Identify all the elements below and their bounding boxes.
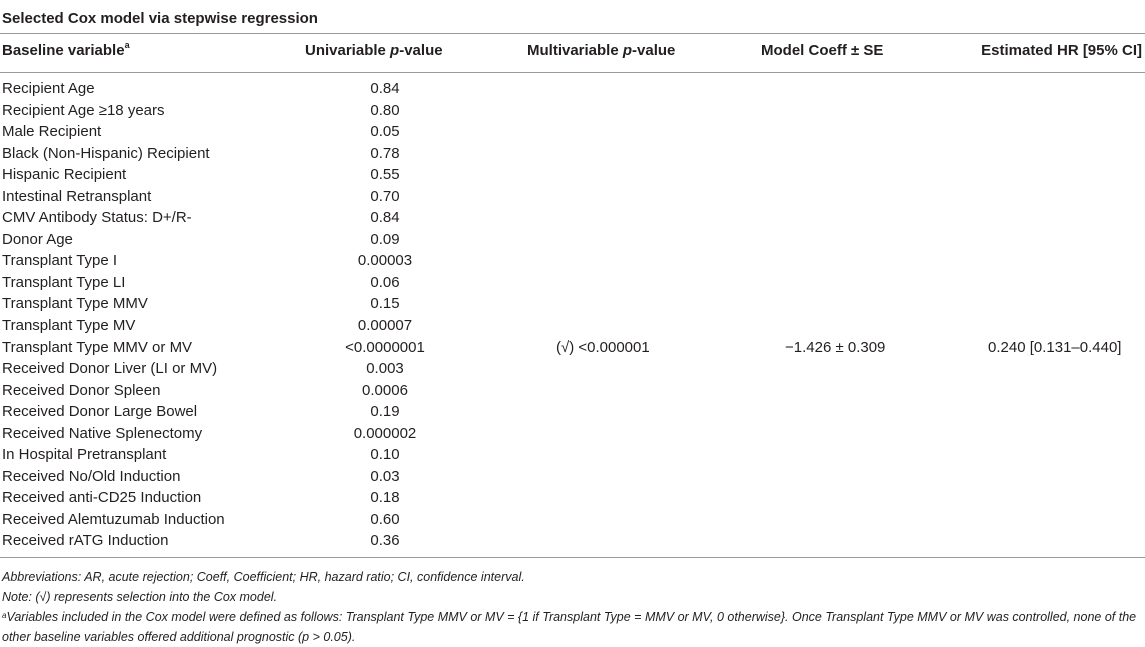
row-variable: Transplant Type MMV or MV xyxy=(2,338,193,356)
table-row: Black (Non-Hispanic) Recipient 0.78 xyxy=(0,143,1145,165)
row-variable: Received Native Splenectomy xyxy=(2,424,203,442)
table-row: Received anti-CD25 Induction 0.18 xyxy=(0,487,1145,509)
header-rule xyxy=(0,72,1145,73)
row-univariable-p: 0.15 xyxy=(370,295,400,313)
row-variable: Donor Age xyxy=(2,230,73,248)
row-univariable-p: 0.84 xyxy=(370,209,400,227)
top-rule xyxy=(0,33,1145,34)
table-row: Transplant Type LI 0.06 xyxy=(0,272,1145,294)
row-univariable-p: 0.55 xyxy=(370,166,400,184)
row-variable: Received rATG Induction xyxy=(2,532,169,550)
table-row: Intestinal Retransplant 0.70 xyxy=(0,186,1145,208)
table-row: Male Recipient 0.05 xyxy=(0,121,1145,143)
row-univariable-p: 0.80 xyxy=(370,101,400,119)
row-variable: In Hospital Pretransplant xyxy=(2,446,167,464)
row-univariable-p: 0.78 xyxy=(370,144,400,162)
row-univariable-p: 0.06 xyxy=(370,273,400,291)
row-variable: Received Donor Liver (LI or MV) xyxy=(2,360,218,378)
header-model-coeff: Model Coeff ± SE xyxy=(761,42,884,59)
row-univariable-p: 0.00003 xyxy=(357,252,413,270)
row-model-coeff: −1.426 ± 0.309 xyxy=(785,338,886,356)
table-row: Transplant Type MV 0.00007 xyxy=(0,315,1145,337)
table-row: Received Donor Large Bowel 0.19 xyxy=(0,401,1145,423)
row-univariable-p: 0.19 xyxy=(370,403,400,421)
row-univariable-p: 0.0006 xyxy=(362,381,408,399)
table-title: Selected Cox model via stepwise regressi… xyxy=(2,10,318,27)
row-variable: Transplant Type LI xyxy=(2,273,126,291)
row-variable: Transplant Type MV xyxy=(2,317,136,335)
row-estimated-hr: 0.240 [0.131–0.440] xyxy=(988,338,1122,356)
row-univariable-p: 0.000002 xyxy=(353,424,417,442)
table-row: Received Alemtuzumab Induction 0.60 xyxy=(0,509,1145,531)
table-row: In Hospital Pretransplant 0.10 xyxy=(0,444,1145,466)
row-univariable-p: <0.0000001 xyxy=(345,338,425,356)
table-row: Received rATG Induction 0.36 xyxy=(0,530,1145,552)
row-univariable-p: 0.003 xyxy=(366,360,404,378)
table-row: Received Native Splenectomy 0.000002 xyxy=(0,423,1145,445)
abbreviations-note: Abbreviations: AR, acute rejection; Coef… xyxy=(2,570,525,584)
row-univariable-p: 0.00007 xyxy=(357,317,413,335)
row-variable: Received Donor Spleen xyxy=(2,381,161,399)
row-variable: Received Donor Large Bowel xyxy=(2,403,198,421)
row-multivariable-p: (√) <0.000001 xyxy=(556,338,650,356)
row-univariable-p: 0.03 xyxy=(370,467,400,485)
row-univariable-p: 0.60 xyxy=(370,510,400,528)
row-univariable-p: 0.05 xyxy=(370,123,400,141)
table-row: Hispanic Recipient 0.55 xyxy=(0,164,1145,186)
row-variable: Transplant Type I xyxy=(2,252,118,270)
table-row: Received Donor Liver (LI or MV) 0.003 xyxy=(0,358,1145,380)
row-variable: Recipient Age xyxy=(2,80,95,97)
table-row: Recipient Age ≥18 years 0.80 xyxy=(0,100,1145,122)
table-row: Transplant Type I 0.00003 xyxy=(0,250,1145,272)
table-row: Recipient Age 0.84 xyxy=(0,78,1145,100)
row-univariable-p: 0.70 xyxy=(370,187,400,205)
header-baseline-variable: Baseline variablea xyxy=(2,40,130,59)
table-notes: Abbreviations: AR, acute rejection; Coef… xyxy=(2,567,1142,647)
header-estimated-hr: Estimated HR [95% CI] xyxy=(981,42,1142,59)
table-row: Transplant Type MMV or MV <0.0000001 (√) <… xyxy=(0,337,1145,359)
row-variable: Received Alemtuzumab Induction xyxy=(2,510,225,528)
selection-note: Note: (√) represents selection into the … xyxy=(2,590,278,604)
row-variable: Black (Non-Hispanic) Recipient xyxy=(2,144,210,162)
table-body: Recipient Age 0.84 Recipient Age ≥18 years… xyxy=(0,78,1145,552)
row-variable: Intestinal Retransplant xyxy=(2,187,152,205)
row-variable: Male Recipient xyxy=(2,123,102,141)
row-variable: Received anti-CD25 Induction xyxy=(2,489,202,507)
table-row: CMV Antibody Status: D+/R- 0.84 xyxy=(0,207,1145,229)
header-univariable: Univariable p-value xyxy=(305,42,443,59)
table-row: Received Donor Spleen 0.0006 xyxy=(0,380,1145,402)
row-univariable-p: 0.18 xyxy=(370,489,400,507)
row-univariable-p: 0.10 xyxy=(370,446,400,464)
row-variable: Received No/Old Induction xyxy=(2,467,181,485)
table-row: Received No/Old Induction 0.03 xyxy=(0,466,1145,488)
table-row: Donor Age 0.09 xyxy=(0,229,1145,251)
footnote-a: aVariables included in the Cox model wer… xyxy=(2,610,1137,644)
row-variable: CMV Antibody Status: D+/R- xyxy=(2,209,192,227)
row-univariable-p: 0.84 xyxy=(370,80,400,97)
row-variable: Hispanic Recipient xyxy=(2,166,127,184)
row-univariable-p: 0.36 xyxy=(370,532,400,550)
table-row: Transplant Type MMV 0.15 xyxy=(0,293,1145,315)
bottom-rule xyxy=(0,557,1145,558)
row-univariable-p: 0.09 xyxy=(370,230,400,248)
header-multivariable: Multivariable p-value xyxy=(527,42,676,59)
row-variable: Transplant Type MMV xyxy=(2,295,148,313)
row-variable: Recipient Age ≥18 years xyxy=(2,101,165,119)
